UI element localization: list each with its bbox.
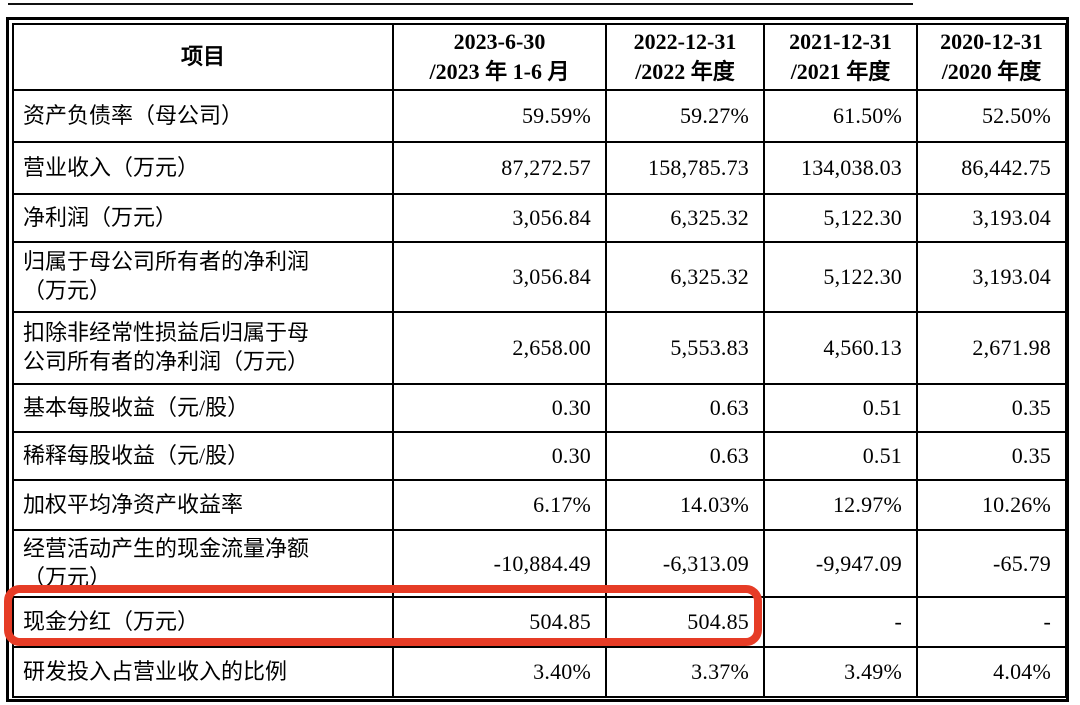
table-row-5: 扣除非经常性损益后归属于母 公司所有者的净利润（万元） 2,658.00 5,553…: [12, 311, 1067, 385]
table-row-2: 营业收入（万元） 87,272.57 158,785.73 134,038.03 86,…: [12, 141, 1067, 195]
row-label: 扣除非经常性损益后归属于母 公司所有者的净利润（万元）: [12, 311, 394, 385]
value-cell-r10-c3: -: [763, 596, 918, 648]
value-cell-r9-c3: -9,947.09: [763, 529, 918, 598]
row-label: 稀释每股收益（元/股）: [12, 431, 394, 481]
value-cell-r8-c3: 12.97%: [763, 479, 918, 531]
row-label: 资产负债率（母公司）: [12, 89, 394, 143]
cropped-rule-fragment: [8, 3, 913, 5]
table-row-3: 净利润（万元） 3,056.84 6,325.32 5,122.30 3,193.04: [12, 193, 1067, 243]
value-cell-r1-c3: 61.50%: [763, 89, 918, 143]
value-cell-r3-c2: 6,325.32: [605, 193, 765, 243]
table-row-6: 基本每股收益（元/股） 0.30 0.63 0.51 0.35: [12, 383, 1067, 433]
value-cell-r6-c4: 0.35: [916, 383, 1067, 433]
table-row-8: 加权平均净资产收益率 6.17% 14.03% 12.97% 10.26%: [12, 479, 1067, 531]
value-cell-r9-c2: -6,313.09: [605, 529, 765, 598]
period-date-line: 2020-12-31: [940, 29, 1043, 55]
value-cell-r4-c3: 5,122.30: [763, 241, 918, 313]
period-date-line: 2021-12-31: [789, 29, 892, 55]
value-cell-r10-c4: -: [916, 596, 1067, 648]
value-cell-r7-c4: 0.35: [916, 431, 1067, 481]
value-cell-r4-c1: 3,056.84: [392, 241, 607, 313]
value-cell-r11-c2: 3.37%: [605, 646, 765, 698]
value-cell-r7-c1: 0.30: [392, 431, 607, 481]
row-label: 基本每股收益（元/股）: [12, 383, 394, 433]
table-row-10: 现金分红（万元） 504.85 504.85- -: [12, 596, 1067, 648]
row-label: 现金分红（万元）: [12, 596, 394, 648]
header-item-column: 项目: [12, 23, 394, 91]
value-cell-r5-c1: 2,658.00: [392, 311, 607, 385]
value-cell-r11-c1: 3.40%: [392, 646, 607, 698]
value-cell-r2-c1: 87,272.57: [392, 141, 607, 195]
value-cell-r11-c3: 3.49%: [763, 646, 918, 698]
value-cell-r10-c2: 504.85: [605, 596, 765, 648]
value-cell-r2-c4: 86,442.75: [916, 141, 1067, 195]
table-row-7: 稀释每股收益（元/股） 0.30 0.63 0.51 0.35: [12, 431, 1067, 481]
row-label: 加权平均净资产收益率: [12, 479, 394, 531]
value-cell-r2-c2: 158,785.73: [605, 141, 765, 195]
value-cell-r3-c4: 3,193.04: [916, 193, 1067, 243]
value-cell-r5-c3: 4,560.13: [763, 311, 918, 385]
value-cell-r7-c3: 0.51: [763, 431, 918, 481]
value-cell-r5-c4: 2,671.98: [916, 311, 1067, 385]
row-label: 经营活动产生的现金流量净额 （万元）: [12, 529, 394, 598]
header-period-col-1: 2023-6-30/2023 年 1-6 月: [392, 23, 607, 91]
row-label: 净利润（万元）: [12, 193, 394, 243]
value-cell-r9-c4: -65.79: [916, 529, 1067, 598]
table-header-row: 项目 2023-6-30/2023 年 1-6 月 2022-12-31/2022…: [12, 23, 1067, 91]
value-cell-r7-c2: 0.63: [605, 431, 765, 481]
value-cell-r3-c1: 3,056.84: [392, 193, 607, 243]
value-cell-r2-c3: 134,038.03: [763, 141, 918, 195]
table-row-11: 研发投入占营业收入的比例 3.40% 3.37% 3.49% 4.04%: [12, 646, 1067, 698]
value-cell-r6-c2: 0.63: [605, 383, 765, 433]
period-span-line: /2023 年 1-6 月: [429, 59, 570, 84]
value-cell-r6-c3: 0.51: [763, 383, 918, 433]
header-period-col-2: 2022-12-31/2022 年度: [605, 23, 765, 91]
value-cell-r8-c4: 10.26%: [916, 479, 1067, 531]
value-cell-r11-c4: 4.04%: [916, 646, 1067, 698]
value-cell-r1-c2: 59.27%: [605, 89, 765, 143]
row-label: 归属于母公司所有者的净利润 （万元）: [12, 241, 394, 313]
value-cell-r1-c1: 59.59%: [392, 89, 607, 143]
table-row-9: 经营活动产生的现金流量净额 （万元） -10,884.49 -6,313.09 -9,…: [12, 529, 1067, 598]
value-cell-r8-c2: 14.03%: [605, 479, 765, 531]
period-date-line: 2022-12-31: [633, 29, 737, 55]
header-period-col-3: 2021-12-31/2021 年度: [763, 23, 918, 91]
value-cell-r10-c1: 504.85: [392, 596, 607, 648]
row-label: 营业收入（万元）: [12, 141, 394, 195]
row-label: 研发投入占营业收入的比例: [12, 646, 394, 698]
value-cell-r4-c2: 6,325.32: [605, 241, 765, 313]
period-span-line: /2022 年度: [635, 59, 735, 84]
value-cell-r8-c1: 6.17%: [392, 479, 607, 531]
value-cell-r5-c2: 5,553.83: [605, 311, 765, 385]
financial-indicators-table: 项目 2023-6-30/2023 年 1-6 月 2022-12-31/2022…: [12, 23, 1067, 698]
value-cell-r1-c4: 52.50%: [916, 89, 1067, 143]
financial-table-frame: 项目 2023-6-30/2023 年 1-6 月 2022-12-31/2022…: [6, 17, 1069, 702]
period-span-line: /2021 年度: [790, 59, 891, 84]
value-cell-r3-c3: 5,122.30: [763, 193, 918, 243]
value-cell-r9-c1: -10,884.49: [392, 529, 607, 598]
table-row-4: 归属于母公司所有者的净利润 （万元） 3,056.84 6,325.32 5,122.…: [12, 241, 1067, 313]
period-date-line: 2023-6-30: [453, 29, 546, 55]
value-cell-r6-c1: 0.30: [392, 383, 607, 433]
header-period-col-4: 2020-12-31/2020 年度: [916, 23, 1067, 91]
period-span-line: /2020 年度: [941, 59, 1042, 84]
value-cell-r4-c4: 3,193.04: [916, 241, 1067, 313]
table-row-1: 资产负债率（母公司） 59.59% 59.27% 61.50% 52.50%: [12, 89, 1067, 143]
